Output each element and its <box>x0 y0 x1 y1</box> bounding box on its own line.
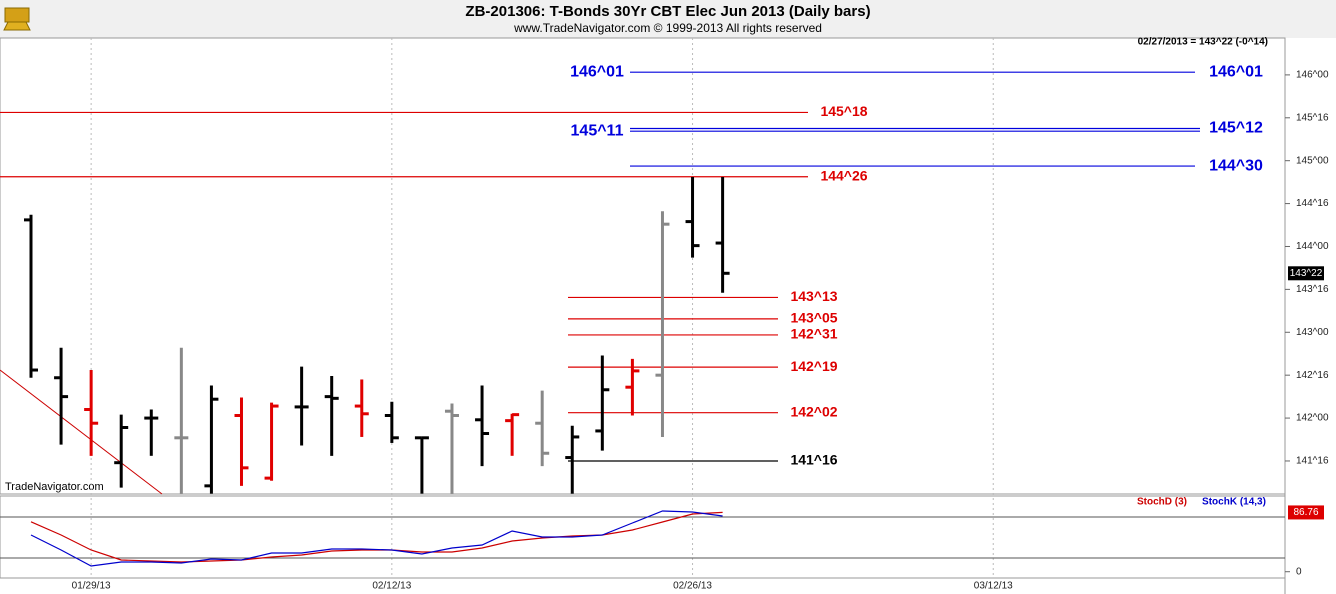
last-price-label: 143^22 <box>1290 268 1323 279</box>
y-tick-label: 143^00 <box>1296 327 1329 338</box>
chart-title: ZB-201306: T-Bonds 30Yr CBT Elec Jun 201… <box>465 3 870 20</box>
level-label: 144^30 <box>1209 157 1263 174</box>
trend-line <box>0 369 163 495</box>
logo-icon <box>3 7 31 31</box>
price-panel <box>0 37 1286 495</box>
last-price-box <box>1288 266 1324 281</box>
y-tick-label: 145^16 <box>1296 112 1329 123</box>
y-tick-label: 144^16 <box>1296 198 1329 209</box>
legend-label: StochD (3) <box>1137 497 1187 508</box>
price-annotation: 02/27/2013 = 143^22 (-0^14) <box>1138 37 1268 48</box>
x-tick-label: 02/26/13 <box>673 581 712 592</box>
level-label: 142^02 <box>790 403 837 419</box>
y-tick-label: 0 <box>1296 566 1302 577</box>
level-label: 145^11 <box>571 122 624 139</box>
y-tick-label: 142^16 <box>1296 370 1329 381</box>
chart-subtitle: www.TradeNavigator.com © 1999-2013 All r… <box>513 21 822 35</box>
header-band <box>0 0 1336 38</box>
indicator-line <box>30 510 723 567</box>
x-tick-label: 02/12/13 <box>372 581 411 592</box>
level-label: 142^31 <box>790 326 837 342</box>
y-tick-label: 143^16 <box>1296 284 1329 295</box>
x-tick-label: 01/29/13 <box>72 581 111 592</box>
level-label: 141^16 <box>790 452 837 468</box>
last-value-box <box>1288 505 1324 520</box>
y-tick-label: 142^00 <box>1296 413 1329 424</box>
y-tick-label: 144^00 <box>1296 241 1329 252</box>
watermark: TradeNavigator.com <box>5 481 104 493</box>
level-label: 142^19 <box>790 358 837 374</box>
y-tick-label: 141^16 <box>1296 456 1329 467</box>
level-label: 146^01 <box>1209 63 1263 80</box>
level-label: 146^01 <box>570 63 624 80</box>
indicator-panel <box>0 495 1286 579</box>
level-label: 144^26 <box>820 167 867 183</box>
last-value-label: 86.76 <box>1293 507 1318 518</box>
level-label: 145^12 <box>1209 120 1263 137</box>
y-tick-label: 146^00 <box>1296 70 1329 81</box>
y-tick-label: 145^00 <box>1296 155 1329 166</box>
x-tick-label: 03/12/13 <box>974 581 1013 592</box>
level-label: 143^05 <box>790 310 837 326</box>
legend-label: StochK (14,3) <box>1202 497 1266 508</box>
level-label: 145^18 <box>820 103 867 119</box>
level-label: 143^13 <box>790 288 837 304</box>
